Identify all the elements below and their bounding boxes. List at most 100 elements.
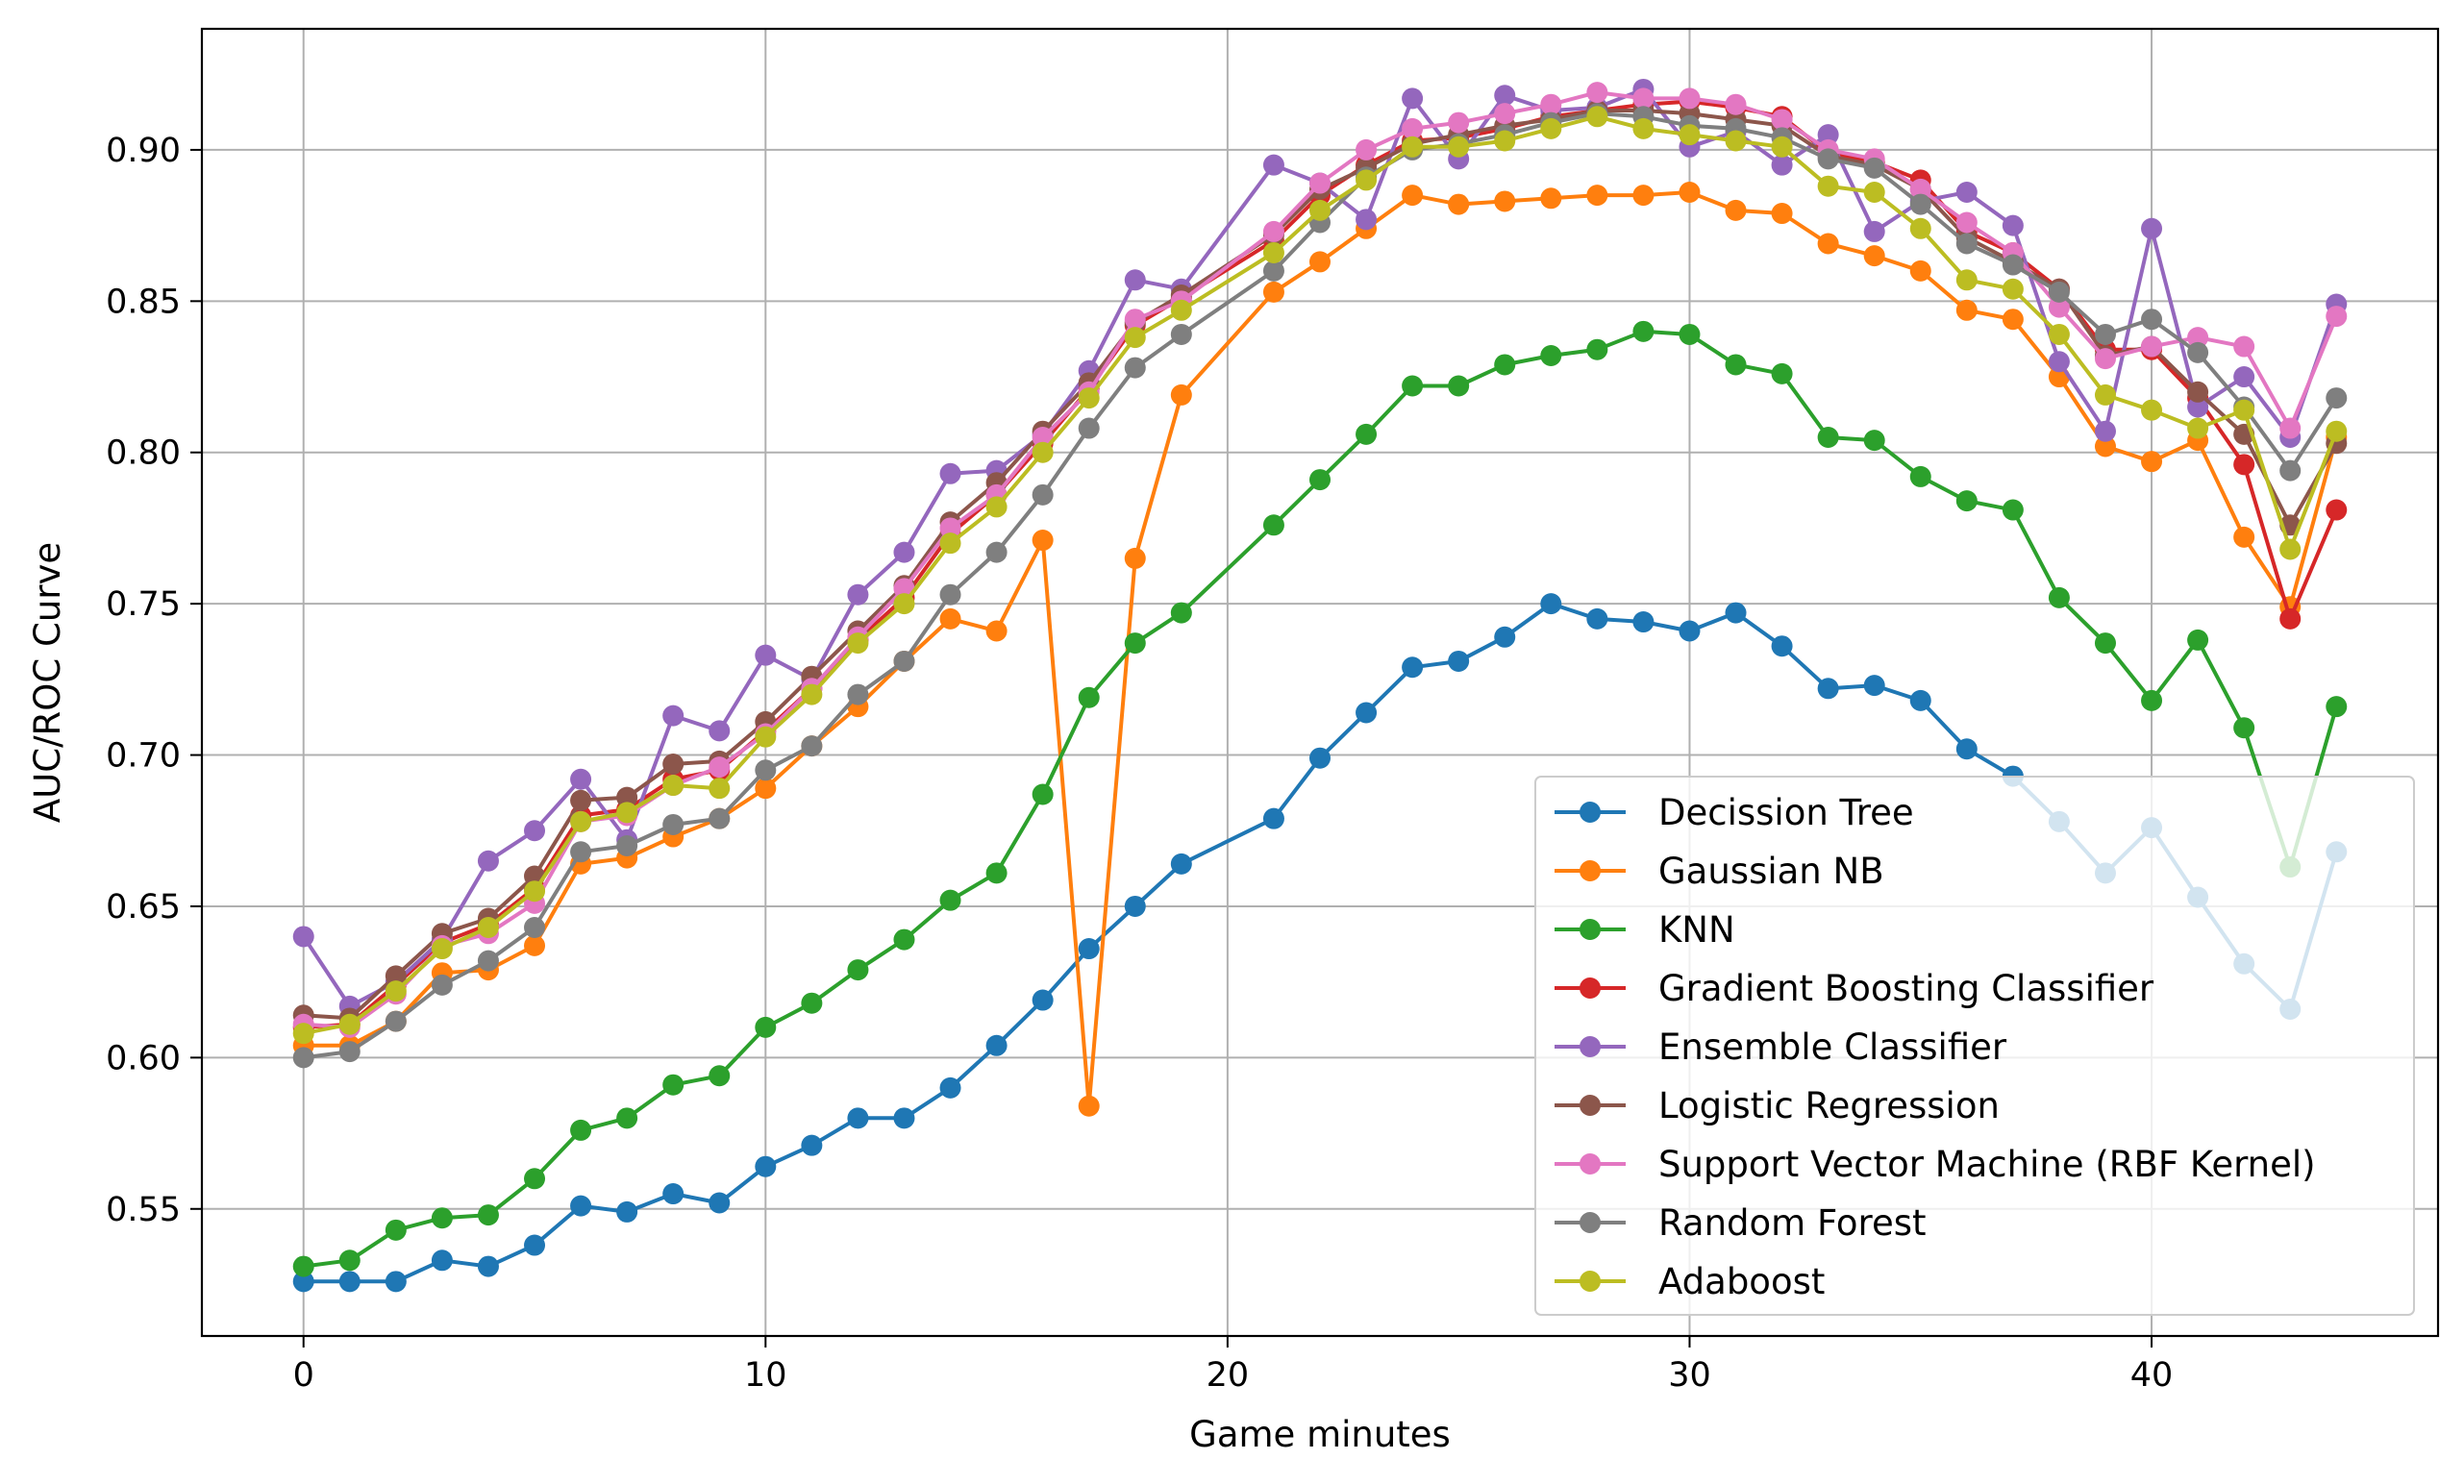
- data-point: [1863, 157, 1885, 179]
- legend-marker: [1580, 1212, 1601, 1233]
- data-point: [2141, 399, 2163, 421]
- legend-marker: [1580, 1271, 1601, 1292]
- data-point: [709, 807, 731, 829]
- data-point: [1955, 211, 1978, 234]
- data-point: [2002, 278, 2024, 300]
- data-point: [1632, 185, 1655, 207]
- data-point: [1262, 241, 1284, 263]
- data-point: [847, 583, 869, 606]
- data-point: [1402, 117, 1424, 139]
- data-point: [1632, 117, 1655, 139]
- data-point: [385, 1271, 407, 1293]
- legend-marker: [1580, 1153, 1601, 1175]
- data-point: [2048, 296, 2070, 318]
- data-point: [662, 1074, 684, 1096]
- data-point: [847, 632, 869, 655]
- y-tick-label: 0.75: [106, 585, 181, 624]
- data-point: [524, 1168, 546, 1190]
- data-point: [2094, 323, 2116, 345]
- data-point: [524, 820, 546, 842]
- data-point: [1170, 383, 1192, 406]
- data-point: [2187, 341, 2209, 363]
- legend-entry: Gaussian NB: [1555, 851, 1884, 892]
- y-tick-label: 0.65: [106, 888, 181, 927]
- data-point: [1955, 299, 1978, 321]
- data-point: [893, 1107, 915, 1129]
- data-point: [1170, 323, 1192, 345]
- data-point: [1863, 675, 1885, 697]
- data-point: [1402, 87, 1424, 110]
- legend-marker: [1580, 860, 1601, 881]
- legend-label: Adaboost: [1658, 1261, 1825, 1302]
- data-point: [2187, 396, 2209, 418]
- legend-entry: Decission Tree: [1555, 792, 1914, 833]
- legend-entry: Random Forest: [1555, 1202, 1927, 1244]
- legend-label: Support Vector Machine (RBF Kernel): [1658, 1144, 2316, 1185]
- data-point: [2048, 323, 2070, 345]
- data-point: [1124, 632, 1146, 655]
- legend-entry: Logistic Regression: [1555, 1085, 2000, 1126]
- data-point: [1078, 417, 1100, 439]
- data-point: [1032, 483, 1054, 506]
- data-point: [477, 950, 499, 972]
- data-point: [1402, 136, 1424, 158]
- x-axis-ticks: 0 10 20 30 40: [293, 1336, 2173, 1395]
- data-point: [1725, 602, 1747, 624]
- data-point: [2279, 459, 2302, 482]
- data-point: [1725, 130, 1747, 152]
- data-point: [1032, 530, 1054, 552]
- data-point: [570, 789, 592, 811]
- data-point: [847, 959, 869, 981]
- legend-marker: [1580, 919, 1601, 940]
- data-point: [1909, 465, 1931, 487]
- legend-entry: KNN: [1555, 909, 1735, 951]
- data-point: [1124, 357, 1146, 379]
- data-point: [939, 1076, 961, 1099]
- data-point: [1356, 138, 1378, 161]
- data-point: [2233, 399, 2255, 421]
- data-point: [2326, 499, 2348, 521]
- data-point: [1309, 469, 1331, 491]
- data-point: [1032, 989, 1054, 1011]
- data-point: [1817, 233, 1839, 255]
- data-point: [292, 1255, 314, 1277]
- data-point: [1124, 269, 1146, 291]
- data-point: [1955, 182, 1978, 203]
- data-point: [1262, 807, 1284, 829]
- data-point: [1909, 689, 1931, 711]
- data-point: [1725, 93, 1747, 115]
- data-point: [524, 1234, 546, 1256]
- data-point: [985, 496, 1008, 518]
- x-axis-label: Game minutes: [1189, 1414, 1451, 1455]
- data-point: [1771, 635, 1793, 657]
- data-point: [1771, 154, 1793, 176]
- data-point: [1032, 427, 1054, 448]
- data-point: [801, 1134, 823, 1156]
- legend-items: Decission Tree Gaussian NB KNN Gradient Boo…: [1555, 792, 2316, 1302]
- data-point: [939, 889, 961, 911]
- x-tick-label: 0: [293, 1356, 314, 1395]
- data-point: [709, 720, 731, 742]
- data-point: [292, 1047, 314, 1069]
- data-point: [524, 934, 546, 956]
- data-point: [1402, 656, 1424, 679]
- data-point: [385, 1010, 407, 1032]
- data-point: [801, 735, 823, 757]
- series-lines: [292, 78, 2348, 1293]
- data-point: [1402, 375, 1424, 397]
- data-point: [2326, 696, 2348, 718]
- data-point: [477, 1204, 499, 1226]
- data-point: [1955, 233, 1978, 255]
- data-point: [477, 850, 499, 872]
- data-point: [1540, 593, 1562, 615]
- data-point: [1078, 1095, 1100, 1117]
- data-point: [1494, 626, 1516, 648]
- data-point: [1679, 323, 1701, 345]
- data-point: [2187, 417, 2209, 439]
- data-point: [570, 768, 592, 790]
- data-point: [709, 756, 731, 779]
- data-point: [1586, 106, 1608, 128]
- data-point: [1817, 427, 1839, 448]
- data-point: [2233, 454, 2255, 476]
- data-point: [570, 810, 592, 832]
